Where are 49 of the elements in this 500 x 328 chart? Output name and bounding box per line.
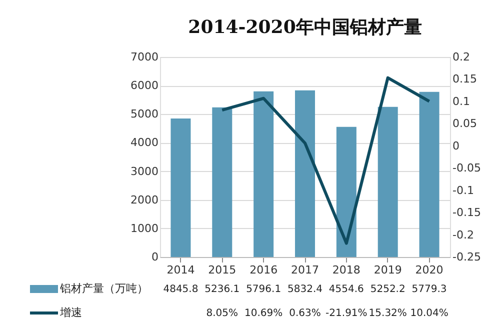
data-label: 4554.6 [328, 284, 364, 295]
y-tick-label: 1000 [130, 222, 158, 235]
bar [212, 107, 232, 257]
data-label: 5796.1 [246, 284, 282, 295]
y2-tick-label: 0 [452, 139, 460, 152]
x-tick-label: 2020 [415, 264, 444, 276]
data-label: 5252.2 [370, 284, 406, 295]
y2-tick-label: 0.2 [452, 50, 470, 64]
data-label: -21.91% [326, 308, 368, 319]
data-label: 5832.4 [288, 284, 322, 295]
line-series [220, 76, 431, 245]
x-tick-label: 2018 [332, 264, 360, 276]
data-label: 4845.8 [163, 284, 198, 295]
y-tick-label: 6000 [130, 79, 158, 92]
data-label: 5779.3 [412, 284, 447, 295]
y2-tick-label: -0.2 [452, 228, 474, 242]
y2-tick-label: 0.15 [452, 72, 477, 86]
x-tick-label: 2014 [166, 264, 195, 276]
bar [336, 126, 356, 257]
legend-label: 铝材产量（万吨） [59, 282, 148, 295]
y-tick-label: 7000 [130, 50, 158, 64]
data-label: 10.04% [410, 308, 448, 319]
y2-tick-label: -0.1 [452, 184, 474, 197]
data-label: 5236.1 [204, 284, 240, 295]
x-tick-label: 2016 [250, 264, 278, 276]
y-tick-label: 3000 [130, 164, 158, 178]
y-tick-label: 0 [152, 250, 158, 264]
y-tick-label: 2000 [130, 193, 158, 206]
bar [170, 118, 191, 257]
bar [254, 91, 274, 257]
y-tick-label: 5000 [130, 108, 158, 121]
data-label: 0.63% [289, 308, 321, 319]
y2-tick-label: -0.25 [452, 250, 481, 264]
y2-tick-label: -0.15 [452, 206, 481, 220]
legend-label: 增速 [59, 306, 82, 319]
bar [419, 92, 440, 257]
x-tick-label: 2019 [374, 264, 402, 276]
y2-tick-label: -0.05 [452, 162, 481, 175]
data-label: 10.69% [244, 308, 283, 319]
chart-title: 2014-2020年中国铝材产量 [188, 17, 422, 38]
x-tick-label: 2015 [208, 264, 236, 276]
data-label: 8.05% [206, 308, 238, 319]
data-label: 15.32% [368, 308, 407, 319]
y2-tick-label: 0.05 [452, 117, 477, 130]
bar [378, 106, 398, 257]
x-tick-label: 2017 [291, 264, 319, 276]
y-tick-label: 4000 [130, 136, 158, 150]
bar [295, 90, 315, 257]
y2-tick-label: 0.1 [452, 94, 470, 108]
